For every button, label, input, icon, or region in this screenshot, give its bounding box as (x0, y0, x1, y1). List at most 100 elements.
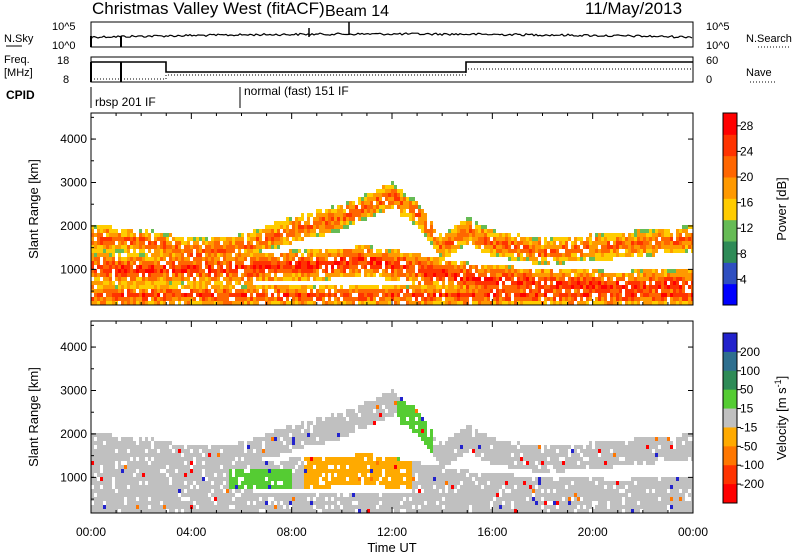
velocity-cell (352, 461, 355, 465)
power-cell (331, 261, 334, 265)
power-cell (103, 269, 106, 273)
power-cell (199, 245, 202, 249)
power-cell (124, 229, 127, 233)
velocity-cell (337, 469, 340, 473)
power-cell (184, 265, 187, 269)
power-cell (142, 265, 145, 269)
power-cell (229, 245, 232, 249)
velocity-cell (307, 481, 310, 485)
power-cell (448, 297, 451, 301)
velocity-cell (118, 473, 121, 477)
power-cell (394, 301, 397, 305)
velocity-cell (229, 493, 232, 497)
velocity-cell (250, 481, 253, 485)
velocity-cell (166, 453, 169, 457)
velocity-cell (199, 505, 202, 509)
power-cell (340, 257, 343, 261)
velocity-cell (298, 429, 301, 433)
power-cell (169, 281, 172, 285)
velocity-cell (193, 465, 196, 469)
power-cell (151, 261, 154, 265)
power-cell (499, 237, 502, 241)
power-cell (424, 257, 427, 261)
power-cell (286, 229, 289, 233)
power-cell (364, 245, 367, 249)
power-cell (529, 245, 532, 249)
velocity-cell (268, 505, 271, 509)
power-cell (388, 273, 391, 277)
power-cell (328, 277, 331, 281)
power-cell (289, 277, 292, 281)
power-cell (457, 245, 460, 249)
power-cell (217, 285, 220, 289)
power-cell (139, 229, 142, 233)
power-cell (610, 237, 613, 241)
power-cell (316, 261, 319, 265)
power-cell (265, 285, 268, 289)
power-cell (676, 289, 679, 293)
velocity-cell (400, 497, 403, 501)
power-cell (268, 297, 271, 301)
power-cell (403, 293, 406, 297)
power-cell (205, 273, 208, 277)
velocity-cell (283, 477, 286, 481)
power-cell (499, 273, 502, 277)
power-cell (499, 253, 502, 257)
cpid-segment-2: normal (fast) 151 IF (244, 84, 349, 98)
velocity-cell (367, 461, 370, 465)
power-cell (328, 297, 331, 301)
power-cell (277, 245, 280, 249)
power-cell (163, 277, 166, 281)
power-cell (628, 293, 631, 297)
velocity-cell (193, 493, 196, 497)
power-cell (328, 289, 331, 293)
velocity-cell (337, 497, 340, 501)
power-cell (655, 301, 658, 305)
velocity-cell (403, 409, 406, 413)
power-cell (550, 273, 553, 277)
power-cell (511, 257, 514, 261)
power-cell (334, 217, 337, 221)
power-cell (130, 257, 133, 261)
power-cell (634, 297, 637, 301)
power-colorbar-swatch (723, 198, 737, 221)
velocity-cell (331, 437, 334, 441)
power-cell (367, 201, 370, 205)
velocity-cell (193, 497, 196, 501)
power-cell (565, 281, 568, 285)
power-colorbar-tick-label: 12 (740, 221, 754, 235)
velocity-cell (133, 501, 136, 505)
velocity-cell (154, 489, 157, 493)
power-cell (604, 297, 607, 301)
power-cell (487, 277, 490, 281)
velocity-cell (250, 509, 253, 513)
power-cell (409, 257, 412, 261)
power-cell (238, 293, 241, 297)
power-cell (643, 233, 646, 237)
power-cell (331, 209, 334, 213)
power-cell (457, 269, 460, 273)
velocity-cell (334, 497, 337, 501)
velocity-cell (355, 477, 358, 481)
velocity-cell (124, 469, 127, 473)
velocity-cell (208, 505, 211, 509)
power-cell (454, 269, 457, 273)
velocity-cell (271, 433, 274, 437)
velocity-cell (184, 493, 187, 497)
velocity-cell (352, 425, 355, 429)
power-cell (607, 245, 610, 249)
power-cell (136, 237, 139, 241)
power-cell (169, 261, 172, 265)
power-cell (421, 269, 424, 273)
power-cell (229, 261, 232, 265)
power-cell (379, 253, 382, 257)
velocity-cell (91, 445, 94, 449)
power-cell (382, 273, 385, 277)
power-cell (337, 301, 340, 305)
power-cell (259, 241, 262, 245)
power-cell (556, 257, 559, 261)
power-cell (118, 241, 121, 245)
velocity-cell (106, 441, 109, 445)
power-cell (142, 273, 145, 277)
velocity-cell (169, 465, 172, 469)
